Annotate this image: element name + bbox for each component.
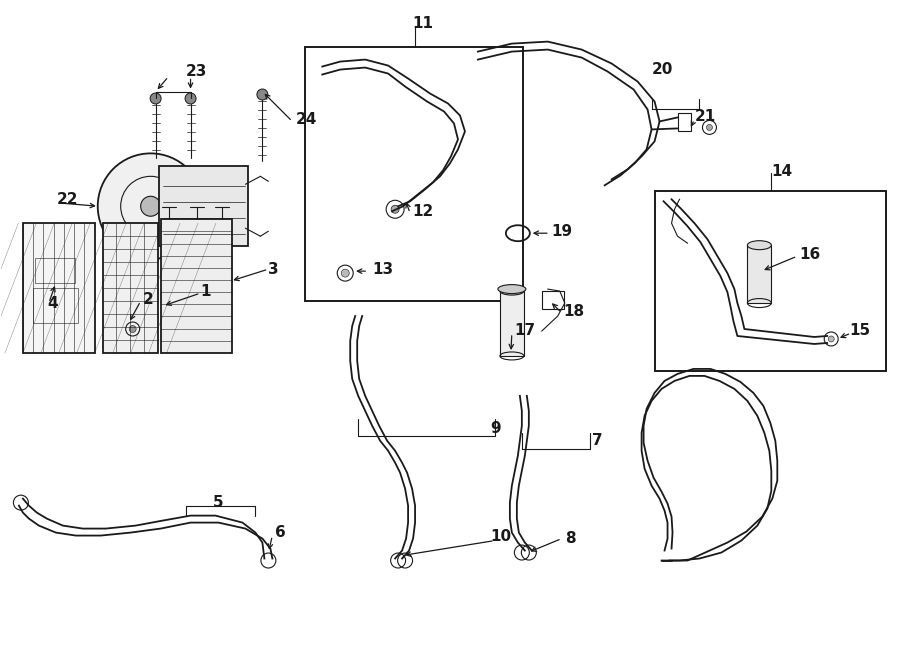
Circle shape bbox=[341, 269, 349, 277]
Bar bbox=[678, 114, 691, 132]
Text: 10: 10 bbox=[490, 529, 511, 544]
Text: 4: 4 bbox=[47, 295, 58, 311]
Bar bbox=[542, 291, 563, 309]
Text: 17: 17 bbox=[514, 323, 535, 338]
Circle shape bbox=[185, 93, 196, 104]
Bar bbox=[500, 291, 524, 356]
Circle shape bbox=[98, 153, 203, 259]
Text: 6: 6 bbox=[275, 525, 286, 540]
Bar bbox=[103, 223, 158, 353]
Circle shape bbox=[256, 89, 268, 100]
Text: 12: 12 bbox=[412, 204, 433, 219]
Text: 2: 2 bbox=[142, 292, 153, 307]
Circle shape bbox=[828, 336, 834, 342]
Text: 21: 21 bbox=[695, 109, 716, 124]
Ellipse shape bbox=[500, 287, 524, 295]
Bar bbox=[33, 288, 77, 323]
Text: 8: 8 bbox=[565, 531, 575, 546]
Circle shape bbox=[140, 196, 160, 216]
Text: 20: 20 bbox=[652, 62, 673, 77]
Text: 18: 18 bbox=[563, 303, 585, 319]
Circle shape bbox=[150, 93, 161, 104]
Text: 24: 24 bbox=[295, 112, 317, 127]
Bar bbox=[158, 167, 248, 246]
Bar bbox=[654, 191, 886, 371]
Circle shape bbox=[130, 325, 136, 332]
Text: 23: 23 bbox=[185, 64, 207, 79]
Text: 14: 14 bbox=[771, 164, 792, 179]
Text: 1: 1 bbox=[201, 284, 211, 299]
Text: 15: 15 bbox=[850, 323, 870, 338]
Text: 5: 5 bbox=[212, 495, 223, 510]
Text: 3: 3 bbox=[268, 262, 279, 277]
Text: 7: 7 bbox=[591, 433, 602, 448]
Text: 9: 9 bbox=[490, 421, 500, 436]
Bar bbox=[160, 219, 232, 353]
Bar bbox=[747, 245, 771, 303]
Circle shape bbox=[392, 206, 399, 214]
Text: 16: 16 bbox=[799, 247, 821, 262]
Text: 22: 22 bbox=[57, 192, 78, 207]
Text: 11: 11 bbox=[412, 16, 433, 31]
Circle shape bbox=[706, 124, 713, 130]
Text: 19: 19 bbox=[552, 223, 573, 239]
Bar bbox=[22, 223, 94, 353]
Ellipse shape bbox=[747, 241, 771, 250]
Bar bbox=[35, 258, 75, 283]
Ellipse shape bbox=[498, 285, 526, 293]
Text: 13: 13 bbox=[373, 262, 393, 277]
Bar bbox=[305, 46, 523, 301]
